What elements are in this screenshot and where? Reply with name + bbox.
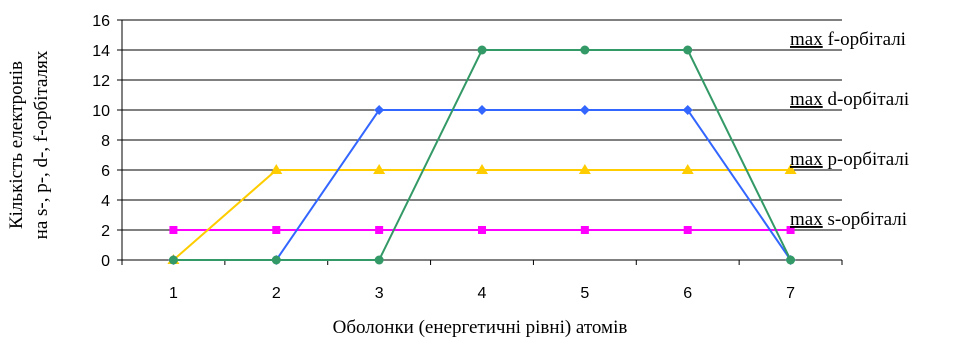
series-f-point <box>477 45 487 55</box>
annotation-max-word: max <box>790 29 823 50</box>
annotation-orbital-text: d-орбіталі <box>823 89 909 110</box>
y-tick-label: 14 <box>92 43 110 60</box>
series-s-point <box>580 226 589 234</box>
x-tick-label: 4 <box>478 285 487 302</box>
series-p-point <box>784 164 797 174</box>
series-f-point <box>786 255 796 265</box>
series-s-point <box>478 226 486 234</box>
y-tick-label: 10 <box>92 103 110 120</box>
y-tick-label: 6 <box>101 163 110 180</box>
y-axis-title-line-1: Кількість електронів <box>6 61 27 229</box>
annotation-max-word: max <box>790 149 823 170</box>
x-tick-label: 6 <box>683 285 692 302</box>
series-d-point <box>579 105 590 115</box>
series-p-point <box>373 164 386 174</box>
series-f-point <box>271 255 281 265</box>
series-f-point <box>168 255 178 265</box>
annotation-orbital-text: f-орбіталі <box>823 29 906 50</box>
x-tick-label: 7 <box>786 285 795 302</box>
y-axis-title: Кількість електронів на s-, p-, d-, f-ор… <box>6 50 52 239</box>
y-tick-label: 16 <box>92 13 110 30</box>
annotation-label: max p-орбіталі <box>790 149 909 170</box>
annotation-orbital-text: s-орбіталі <box>823 209 907 230</box>
series-p-line <box>172 169 791 261</box>
series-f <box>168 45 796 265</box>
x-tick-label: 5 <box>580 285 589 302</box>
annotation-label: max s-орбіталі <box>790 209 907 230</box>
series-f-point <box>580 45 590 55</box>
series-f-point <box>683 45 693 55</box>
series-p-point <box>681 164 694 174</box>
series-d <box>168 105 796 265</box>
series-s-point <box>375 226 384 234</box>
series-p-point <box>578 164 591 174</box>
annotation-orbital-text: p-орбіталі <box>823 149 909 170</box>
series-s <box>169 226 795 234</box>
x-tick-label: 1 <box>169 285 178 302</box>
series-s-point <box>683 226 692 234</box>
series-s-point <box>272 226 281 234</box>
series-d-point <box>374 105 385 115</box>
series-d-line <box>173 109 792 261</box>
y-axis-title-line-2: на s-, p-, d-, f-орбіталях <box>31 50 52 239</box>
series-f-point <box>374 255 384 265</box>
series-group <box>167 45 797 265</box>
annotation-max-word: max <box>790 209 823 230</box>
y-tick-label: 2 <box>101 223 110 240</box>
annotation-label: max d-орбіталі <box>790 89 909 110</box>
y-tick-label: 0 <box>101 253 110 270</box>
series-p <box>167 164 797 264</box>
y-tick-label: 12 <box>92 73 110 90</box>
series-p-point <box>270 164 283 174</box>
annotation-max-word: max <box>790 89 823 110</box>
x-tick-label: 3 <box>375 285 384 302</box>
series-s-point <box>786 226 795 234</box>
y-tick-label: 8 <box>101 133 110 150</box>
annotation-label: max f-орбіталі <box>790 29 906 50</box>
y-tick-labels: 0 2 4 6 8 10 12 14 16 <box>92 13 110 270</box>
x-axis-title: Оболонки (енергетичні рівні) атомів <box>333 317 628 338</box>
y-tick-label: 4 <box>101 193 110 210</box>
x-tick-label: 2 <box>272 285 281 302</box>
series-d-point <box>682 105 693 115</box>
series-p-point <box>476 164 488 174</box>
series-s-point <box>169 226 178 234</box>
series-d-point <box>477 105 487 115</box>
x-tick-labels: 1 2 3 4 5 6 7 <box>169 285 795 302</box>
